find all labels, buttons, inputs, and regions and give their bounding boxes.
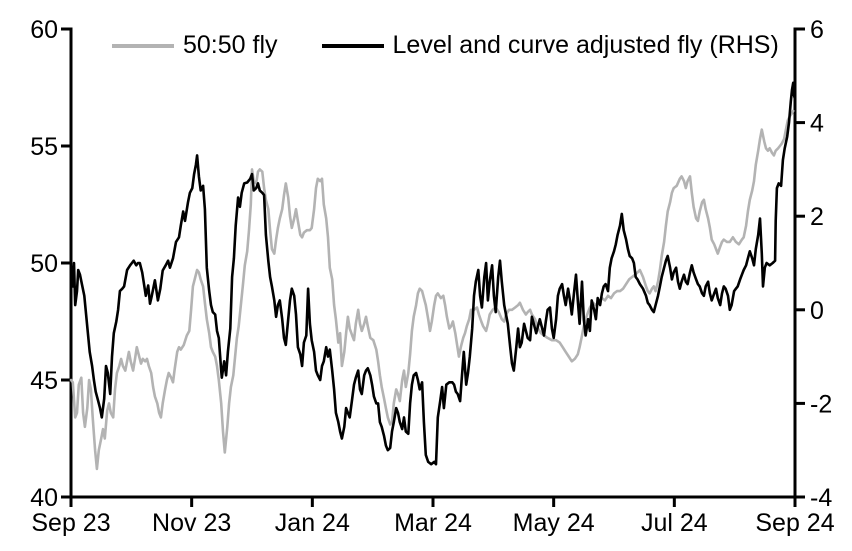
legend-item-5050-fly: 50:50 fly [112,31,278,60]
left-axis-tick-label: 45 [30,367,58,395]
legend: 50:50 fly Level and curve adjusted fly (… [112,31,779,60]
left-axis-tick-label: 55 [30,133,58,161]
gray-series-line [69,109,795,471]
left-axis-tick-label: 60 [30,16,58,44]
legend-label-5050-fly: 50:50 fly [183,31,278,59]
right-axis-tick-label: 6 [810,16,824,44]
legend-label-adjusted-fly: Level and curve adjusted fly (RHS) [392,31,779,59]
right-axis-tick-label: 0 [810,297,824,325]
right-axis-tick-label: 4 [810,110,824,138]
x-axis-tick-label: May 24 [513,509,595,537]
gray-line-swatch [112,43,174,48]
x-axis-tick-label: Jan 24 [275,509,350,537]
right-axis-tick-label: -2 [810,390,832,418]
right-axis-tick-label: -4 [810,484,832,512]
black-series-line [69,81,797,466]
legend-item-adjusted-fly: Level and curve adjusted fly (RHS) [321,31,779,60]
x-axis-tick-label: Sep 24 [755,509,834,537]
x-axis-tick-label: Sep 23 [31,509,110,537]
left-axis-tick-label: 50 [30,250,58,278]
left-axis-tick-label: 40 [30,484,58,512]
right-axis-tick-label: 2 [810,203,824,231]
x-axis-tick-label: Mar 24 [394,509,472,537]
x-axis-tick-label: Jul 24 [641,509,708,537]
black-line-swatch [321,43,384,48]
x-axis-tick-label: Nov 23 [152,509,231,537]
